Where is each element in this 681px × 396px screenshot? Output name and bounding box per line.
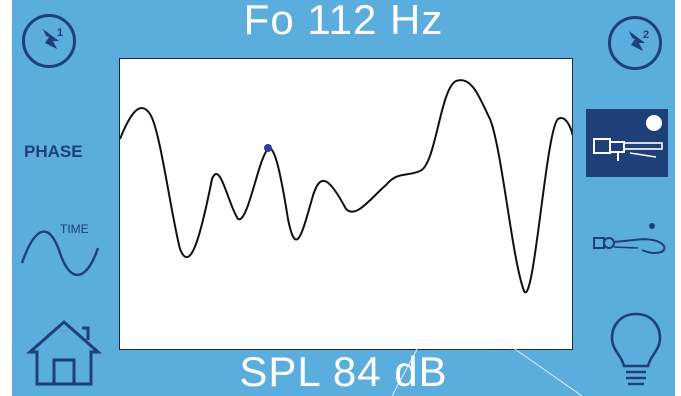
- flash-2-number: 2: [643, 29, 649, 41]
- stroboscopy-screen: Fo 112 Hz 1 2 PHASE TIME: [12, 0, 675, 396]
- phase-cursor-marker: [264, 144, 272, 152]
- rigid-endoscope-icon: [593, 115, 663, 161]
- flash-2-button[interactable]: 2: [608, 16, 662, 70]
- waveform-svg: [120, 79, 572, 294]
- flash-1-icon: 1: [37, 27, 63, 49]
- flexible-endoscope-button[interactable]: [590, 216, 672, 266]
- glottal-waveform-line: [120, 79, 572, 294]
- flexible-endoscope-icon: [593, 223, 666, 254]
- flash-1-button[interactable]: 1: [22, 14, 76, 68]
- home-icon: [26, 319, 102, 386]
- overlay-lines: [392, 340, 583, 396]
- phase-button[interactable]: PHASE: [24, 142, 83, 161]
- spl-display: SPL 84 dB: [239, 348, 448, 395]
- flash-2-icon: 2: [623, 29, 649, 51]
- home-button[interactable]: [24, 318, 104, 388]
- flash-1-number: 1: [57, 27, 63, 39]
- fundamental-frequency-display: Fo 112 Hz: [243, 0, 444, 43]
- waveform-display: [119, 58, 573, 350]
- rigid-endoscope-button[interactable]: [586, 109, 668, 177]
- time-mode-button[interactable]: [18, 218, 102, 288]
- sine-wave-icon: [20, 230, 100, 277]
- light-button[interactable]: [606, 310, 666, 392]
- time-label: TIME: [60, 222, 89, 236]
- light-bulb-icon: [610, 312, 662, 386]
